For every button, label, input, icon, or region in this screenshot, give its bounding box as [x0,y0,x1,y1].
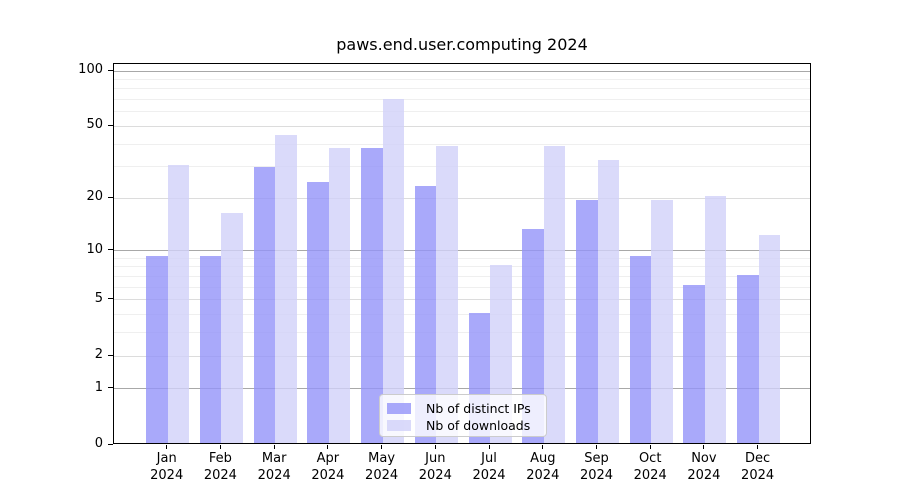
x-tick-label-jan: Jan 2024 [150,451,184,483]
y-tick-label-5: 5 [94,290,103,306]
bar-downloads-mar [275,134,297,443]
y-tick-label-50: 50 [86,117,103,133]
x-tick-may [381,445,383,449]
bar-downloads-aug [543,146,566,443]
bar-distinct-ips-may [361,148,383,443]
y-tick-2 [108,354,113,356]
y-tick-label-20: 20 [86,189,103,205]
gridline-30 [114,166,810,168]
gridline-90 [114,78,810,80]
gridline-2 [114,355,810,357]
gridline-50 [114,125,810,127]
y-tick-label-10: 10 [86,241,103,257]
x-tick-label-aug: Aug 2024 [526,451,560,483]
bar-distinct-ips-aug [522,229,544,443]
legend-swatch-downloads [387,420,411,431]
x-tick-dec [757,445,759,449]
x-tick-nov [703,445,705,449]
y-tick-label-100: 100 [78,62,103,77]
y-tick-label-2: 2 [94,347,103,362]
x-tick-label-jun: Jun 2024 [418,451,452,483]
bar-distinct-ips-jan [146,256,168,443]
bar-distinct-ips-jun [414,185,437,443]
bar-downloads-jun [436,146,458,443]
x-tick-jul [488,445,490,449]
bar-distinct-ips-apr [307,182,329,443]
chart-title: paws.end.user.computing 2024 [336,35,588,54]
x-tick-label-sep: Sep 2024 [579,451,614,483]
legend-item-downloads: Nb of downloads [387,417,539,434]
gridline-5 [114,299,810,301]
gridline-4 [114,314,810,316]
gridline-80 [114,88,810,90]
y-tick-50 [108,124,113,126]
y-tick-20 [108,196,113,198]
bar-distinct-ips-nov [683,285,705,443]
bar-downloads-nov [704,196,727,443]
gridline-8 [114,266,810,268]
x-tick-jun [434,445,436,449]
bar-distinct-ips-feb [199,256,222,443]
legend-label-distinct-ips: Nb of distinct IPs [426,401,531,416]
y-tick-100 [108,69,113,71]
bar-downloads-oct [651,200,673,443]
gridline-10 [114,250,810,252]
x-tick-oct [649,445,651,449]
x-tick-label-apr: Apr 2024 [311,451,345,483]
x-tick-label-feb: Feb 2024 [203,451,237,483]
x-tick-mar [273,445,275,449]
gridline-100 [114,70,810,72]
gridline-70 [114,99,810,101]
x-tick-jan [166,445,168,449]
y-tick-1 [108,387,113,389]
y-tick-0 [108,443,113,445]
gridline-20 [114,197,810,199]
legend-swatch-distinct-ips [387,403,411,414]
bar-distinct-ips-mar [253,167,276,443]
x-tick-label-mar: Mar 2024 [257,451,291,483]
bar-downloads-feb [221,213,243,443]
gridline-7 [114,276,810,277]
gridline-3 [114,332,810,334]
legend-item-distinct-ips: Nb of distinct IPs [387,400,539,417]
x-tick-label-dec: Dec 2024 [741,451,775,483]
bar-downloads-sep [597,159,619,443]
gridline-6 [114,286,810,288]
legend-label-downloads: Nb of downloads [426,418,531,433]
bar-distinct-ips-sep [576,200,598,443]
x-tick-label-nov: Nov 2024 [687,451,721,483]
legend: Nb of distinct IPs Nb of downloads [379,394,547,437]
x-tick-label-jul: Jul 2024 [472,451,506,483]
x-tick-sep [596,445,597,449]
bar-distinct-ips-oct [629,256,652,443]
y-tick-5 [108,298,113,300]
gridline-9 [114,257,810,259]
gridline-40 [114,143,810,145]
x-tick-label-oct: Oct 2024 [633,451,667,483]
y-tick-label-1: 1 [94,379,103,395]
x-tick-label-may: May 2024 [365,451,399,483]
bar-distinct-ips-dec [737,274,759,443]
bar-downloads-jan [167,164,190,443]
bar-downloads-apr [328,148,351,443]
y-tick-10 [108,249,113,251]
bar-downloads-dec [758,235,781,443]
gridline-1 [114,388,810,390]
x-tick-feb [219,445,221,449]
x-tick-aug [542,445,544,449]
gridline-60 [114,111,810,113]
x-tick-apr [327,445,329,449]
bar-downloads-may [382,98,405,443]
plot-area: Nb of distinct IPs Nb of downloads [113,63,811,444]
y-tick-label-0: 0 [94,436,103,451]
